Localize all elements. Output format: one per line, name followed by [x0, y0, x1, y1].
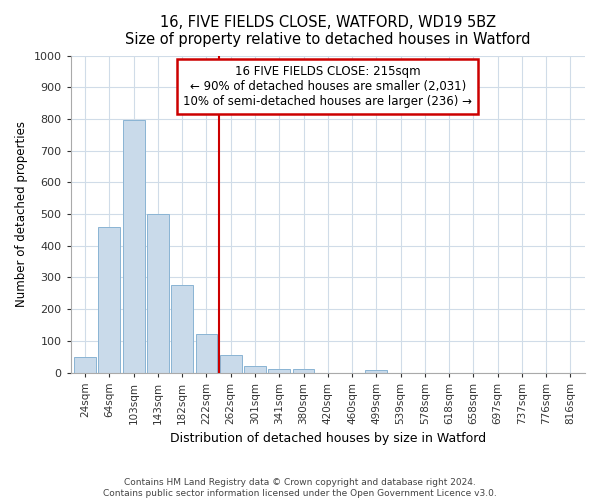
Bar: [268, 368, 290, 372]
Title: 16, FIVE FIELDS CLOSE, WATFORD, WD19 5BZ
Size of property relative to detached h: 16, FIVE FIELDS CLOSE, WATFORD, WD19 5BZ…: [125, 15, 530, 48]
Bar: [220, 355, 242, 372]
Text: Contains HM Land Registry data © Crown copyright and database right 2024.
Contai: Contains HM Land Registry data © Crown c…: [103, 478, 497, 498]
Y-axis label: Number of detached properties: Number of detached properties: [15, 121, 28, 307]
Bar: [123, 120, 145, 372]
Bar: [196, 334, 217, 372]
Bar: [244, 366, 266, 372]
Bar: [98, 226, 121, 372]
Bar: [147, 214, 169, 372]
Text: 16 FIVE FIELDS CLOSE: 215sqm
← 90% of detached houses are smaller (2,031)
10% of: 16 FIVE FIELDS CLOSE: 215sqm ← 90% of de…: [183, 65, 472, 108]
X-axis label: Distribution of detached houses by size in Watford: Distribution of detached houses by size …: [170, 432, 486, 445]
Bar: [293, 370, 314, 372]
Bar: [74, 356, 96, 372]
Bar: [365, 370, 387, 372]
Bar: [171, 286, 193, 372]
